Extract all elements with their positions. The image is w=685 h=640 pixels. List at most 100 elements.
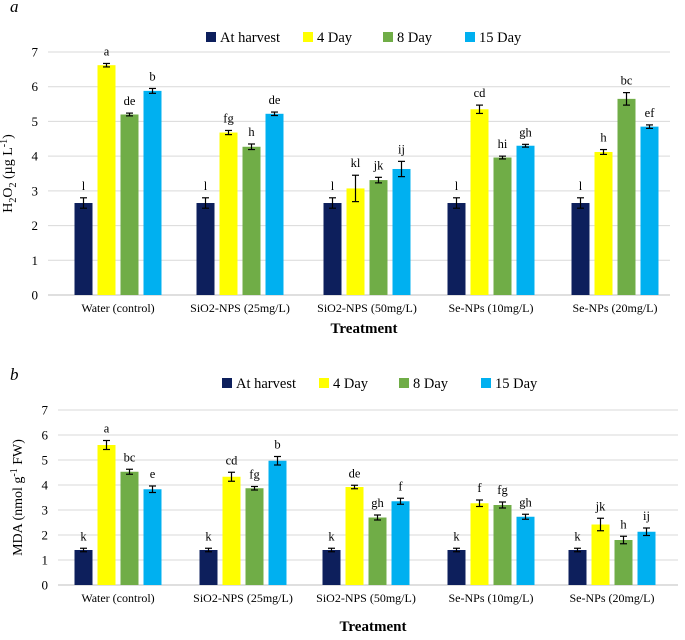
legend-label: 8 Day [397, 30, 433, 46]
significance-label: e [150, 467, 156, 481]
legend-swatch [399, 378, 409, 388]
bar [617, 98, 636, 295]
bar [345, 487, 364, 585]
legend-swatch [481, 378, 491, 388]
category-label: Se-NPs (20mg/L) [570, 591, 655, 605]
bar [594, 151, 613, 295]
significance-label: l [82, 179, 86, 193]
significance-label: de [124, 94, 136, 108]
bar [120, 471, 139, 585]
significance-label: fg [223, 111, 234, 125]
significance-label: fg [497, 483, 508, 497]
y-tick-label: 6 [42, 428, 49, 443]
bar [516, 516, 535, 585]
y-axis-title-part: H [1, 203, 16, 213]
significance-label: k [328, 529, 335, 543]
y-axis-title-part: (µg L [1, 147, 16, 182]
significance-label: gh [519, 495, 532, 509]
bar [369, 180, 388, 295]
significance-label: k [574, 529, 581, 543]
significance-label: h [248, 125, 255, 139]
y-axis-title-part: ) [1, 134, 16, 139]
legend-label: At harvest [236, 376, 296, 392]
y-tick-label: 4 [32, 149, 39, 164]
bar [219, 132, 238, 295]
bar [74, 203, 93, 295]
significance-label: a [104, 44, 110, 58]
legend-swatch [222, 378, 232, 388]
category-label: Water (control) [81, 301, 154, 315]
y-tick-label: 3 [32, 183, 39, 198]
y-axis-title: MDA (nmol g-1​ FW) [9, 439, 26, 556]
bar [470, 109, 489, 296]
y-tick-label: 0 [42, 578, 49, 593]
category-label: SiO2-NPS (50mg/L) [317, 301, 417, 315]
category-label: Se-NPs (10mg/L) [449, 591, 534, 605]
legend-label: 8 Day [413, 376, 449, 392]
category-label: SiO2-NPS (50mg/L) [316, 591, 416, 605]
x-axis-title: Treatment [340, 619, 407, 635]
significance-label: ij [643, 509, 650, 523]
bar [637, 531, 656, 585]
y-axis-title-part: 2 [8, 183, 19, 188]
bar [143, 489, 162, 585]
y-tick-label: 7 [32, 45, 39, 60]
y-axis-title-part: MDA (nmol g [11, 477, 26, 556]
y-axis-title-part: FW) [11, 439, 26, 469]
significance-label: hi [498, 137, 508, 151]
significance-label: de [349, 466, 361, 480]
bar [323, 203, 342, 295]
bar [568, 550, 587, 585]
y-axis-title-part: -1 [9, 468, 20, 476]
bar [493, 157, 512, 295]
significance-label: bc [124, 450, 136, 464]
significance-label: l [204, 179, 208, 193]
bar [196, 203, 215, 295]
bar [199, 550, 218, 585]
y-tick-label: 0 [32, 288, 39, 303]
significance-label: l [455, 179, 459, 193]
bar [368, 517, 387, 585]
bar [242, 146, 261, 295]
bar [470, 503, 489, 585]
y-axis-title-part: 2 [8, 198, 19, 203]
panel-label: a [10, 0, 19, 16]
significance-label: h [600, 131, 607, 145]
legend-swatch [303, 32, 313, 42]
bar [120, 114, 139, 295]
significance-label: cd [226, 453, 239, 467]
significance-label: f [398, 479, 403, 493]
significance-label: jk [595, 499, 606, 513]
bar [614, 540, 633, 585]
y-tick-label: 5 [32, 114, 39, 129]
bar [97, 445, 116, 585]
category-label: SiO2-NPS (25mg/L) [190, 301, 290, 315]
legend-swatch [319, 378, 329, 388]
significance-label: cd [474, 86, 487, 100]
y-tick-label: 6 [32, 79, 39, 94]
significance-label: h [620, 517, 627, 531]
bar [245, 488, 264, 585]
significance-label: de [269, 93, 281, 107]
y-tick-label: 5 [42, 453, 49, 468]
y-axis-title-part: O [1, 188, 16, 198]
y-tick-label: 2 [32, 218, 39, 233]
bar [74, 550, 93, 585]
significance-label: a [104, 422, 110, 436]
significance-label: b [149, 69, 155, 83]
bar [322, 550, 341, 585]
y-tick-label: 4 [42, 478, 49, 493]
bar [640, 126, 659, 295]
legend-label: 4 Day [317, 30, 353, 46]
bar [516, 145, 535, 295]
legend-label: At harvest [220, 30, 280, 46]
y-tick-label: 1 [32, 253, 39, 268]
significance-label: gh [519, 125, 532, 139]
significance-label: l [331, 179, 335, 193]
category-label: Se-NPs (10mg/L) [449, 301, 534, 315]
y-tick-label: 3 [42, 503, 49, 518]
panel-label: b [10, 365, 19, 384]
bar [391, 501, 410, 585]
